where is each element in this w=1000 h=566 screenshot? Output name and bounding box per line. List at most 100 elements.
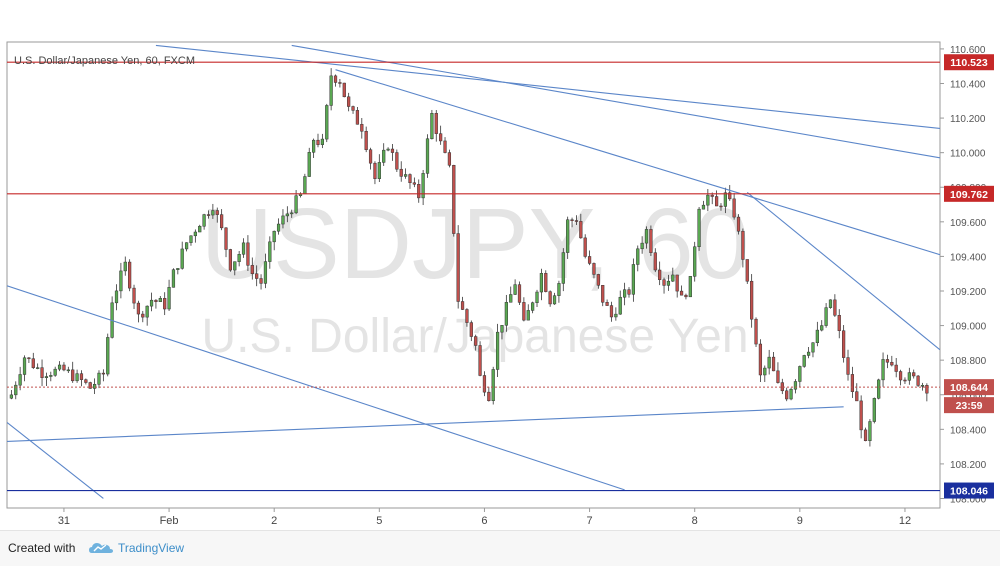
candle-body-up (18, 374, 22, 386)
candle (697, 206, 701, 251)
candle (605, 299, 609, 306)
candle-body-up (872, 398, 876, 422)
candle-body-up (57, 364, 62, 370)
created-with-text: Created with (8, 541, 76, 555)
candle (447, 149, 452, 168)
candle (798, 365, 802, 388)
candle (312, 138, 316, 158)
candle (706, 189, 710, 212)
candle-body-down (601, 285, 605, 303)
candle (535, 289, 539, 308)
candle-body-up (403, 174, 408, 177)
tradingview-brand-link[interactable]: TradingView (118, 541, 185, 555)
candle (649, 225, 653, 256)
candle-body-up (697, 208, 701, 248)
candle (101, 369, 105, 382)
candle-body-up (320, 138, 324, 145)
candle-body-down (412, 182, 416, 185)
candle-body-up (815, 329, 819, 343)
candle (237, 251, 241, 267)
candle-body-down (316, 139, 320, 145)
x-tick-label: 7 (587, 515, 593, 527)
candle-body-up (561, 252, 565, 284)
candle-body-up (49, 375, 53, 377)
candle-body-up (53, 368, 57, 376)
candle-body-down (154, 299, 158, 302)
candle-body-up (184, 242, 189, 250)
candle-body-down (224, 227, 228, 250)
candle (14, 381, 18, 400)
candle-body-up (149, 299, 154, 307)
y-tick-label: 108.400 (950, 425, 987, 436)
candle (763, 365, 767, 382)
candlestick-chart[interactable]: USDJPY, 60 U.S. Dollar/Japanese Yen 110.… (0, 0, 1000, 530)
candle (640, 236, 644, 254)
y-tick-label: 108.200 (950, 460, 987, 471)
candle-body-up (706, 194, 710, 206)
candle-body-down (679, 290, 684, 296)
candle-body-up (640, 242, 644, 250)
candle-body-up (421, 173, 425, 199)
time-axis[interactable]: 31 Feb 2 5 6 7 8 9 12 (58, 508, 911, 527)
candle-body-down (250, 265, 254, 274)
candle (421, 169, 425, 206)
y-tick-label: 108.600 (950, 391, 987, 402)
candle-body-up (535, 291, 539, 303)
candle-body-down (439, 133, 443, 142)
candle-body-down (596, 274, 600, 286)
candle (890, 355, 894, 367)
candle-body-down (434, 113, 438, 134)
candle (250, 257, 254, 280)
candle (495, 323, 500, 378)
candle-body-up (907, 372, 911, 381)
candle (40, 359, 44, 387)
candle (561, 248, 565, 292)
candle (789, 387, 793, 401)
price-axis[interactable]: 110.600110.400110.200110.000109.800109.6… (940, 45, 987, 506)
tradingview-cloud-icon[interactable] (88, 540, 114, 561)
candle (154, 299, 158, 309)
candle (614, 307, 618, 321)
candle-body-down (132, 287, 136, 304)
candle (360, 118, 364, 139)
candle-body-down (399, 168, 403, 177)
candle-body-up (614, 313, 618, 318)
candle (898, 369, 903, 386)
candle-body-down (84, 379, 88, 383)
candle (745, 259, 749, 284)
candle (434, 110, 438, 142)
candle-body-down (885, 359, 890, 363)
candle (671, 267, 675, 282)
candle-body-down (355, 110, 360, 125)
candle (758, 339, 763, 383)
candle-body-up (636, 248, 640, 265)
candle (355, 106, 360, 125)
candle-body-down (246, 242, 250, 266)
candle (846, 349, 850, 381)
candle (66, 366, 70, 373)
candle-body-down (360, 124, 364, 132)
candle (430, 109, 434, 140)
candle-body-up (198, 225, 202, 233)
candle (754, 317, 758, 348)
candle (373, 161, 377, 185)
candle (587, 250, 592, 266)
candle-body-up (237, 254, 241, 262)
candle (824, 303, 828, 328)
candle (736, 214, 741, 235)
candle (885, 354, 890, 369)
candle (570, 217, 574, 228)
candle-body-down (342, 82, 346, 98)
y-tick-label: 108.000 (950, 494, 987, 505)
candle (75, 369, 79, 383)
candle (592, 262, 596, 279)
candle-body-up (500, 325, 504, 333)
candle (658, 261, 662, 286)
candle-body-down (890, 361, 894, 366)
price-level-label-text: 110.523 (950, 57, 988, 69)
candle (184, 242, 189, 252)
candle (623, 282, 627, 306)
candle-body-up (531, 302, 535, 311)
candle-body-up (920, 385, 925, 387)
candle-body-up (666, 280, 671, 286)
